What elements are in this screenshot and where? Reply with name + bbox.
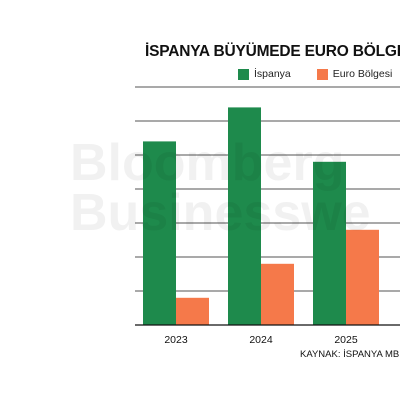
x-tick-label: 2024 — [249, 334, 273, 346]
source-note: KAYNAK: İSPANYA MB, A — [300, 349, 400, 360]
x-tick-label: 2025 — [334, 334, 358, 346]
x-tick-label: 2023 — [164, 334, 188, 346]
bar-eurozone-2024 — [261, 263, 294, 325]
watermark-logo: Bloomberg Businesswe — [70, 134, 371, 242]
legend-item-eurozone: Euro Bölgesi — [316, 68, 393, 80]
bar-spain-2025 — [313, 161, 346, 325]
legend-swatch-spain — [238, 68, 249, 80]
bar-spain-2024 — [228, 107, 261, 326]
legend-label-eurozone: Euro Bölgesi — [332, 68, 393, 80]
legend-item-spain: İspanya — [238, 68, 291, 80]
bar-eurozone-2025 — [346, 229, 379, 325]
legend-swatch-eurozone — [316, 68, 328, 80]
chart-title: İSPANYA BÜYÜMEDE EURO BÖLGE — [145, 43, 400, 60]
legend: İspanya Euro Bölgesi — [238, 68, 400, 80]
bar-spain-2023 — [143, 141, 176, 325]
legend-label-spain: İspanya — [254, 68, 291, 80]
bar-eurozone-2023 — [176, 297, 209, 325]
